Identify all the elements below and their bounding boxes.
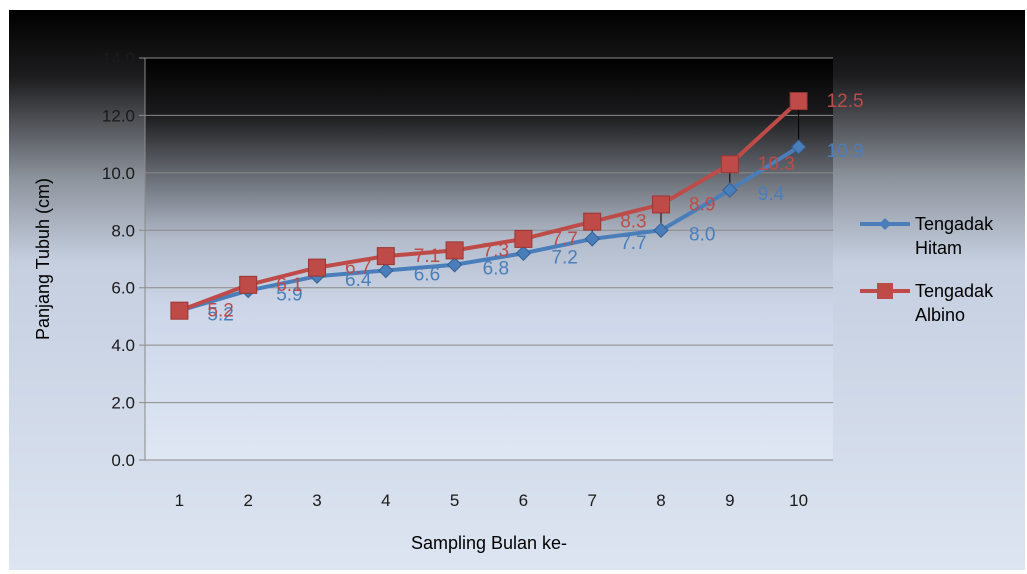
- data-label-hitam: 6.6: [414, 264, 440, 285]
- y-tick-label: 10.0: [102, 164, 135, 183]
- y-tick-label: 0.0: [111, 451, 135, 470]
- data-labels: 5.25.96.4 6.6 6.87.27.7 8.09.410.95.26.16.7…: [207, 91, 863, 326]
- legend-marker-hitam: [879, 218, 891, 230]
- data-label-albino: 10.3: [758, 154, 795, 175]
- legend-label: Albino: [915, 305, 965, 325]
- data-label-hitam: 7.7: [620, 233, 646, 254]
- data-point-hitam: [790, 139, 807, 155]
- data-label-hitam: 6.4: [345, 270, 372, 291]
- x-tick-label: 4: [381, 491, 390, 510]
- data-label-hitam: 5.9: [276, 285, 302, 306]
- x-tick-label: 7: [587, 491, 596, 510]
- data-label-albino: 6.7: [345, 258, 371, 279]
- y-tick-label: 4.0: [111, 336, 135, 355]
- data-label-albino: 12.5: [827, 91, 864, 112]
- data-point-albino: [720, 155, 739, 174]
- data-point-albino: [308, 258, 326, 277]
- y-axis-ticks: 0.0 2.0 4.0 6.0 8.0 10.0 12.0 14.0: [102, 49, 135, 470]
- data-label-albino: 7.7: [551, 229, 577, 250]
- y-tick-label: 8.0: [111, 221, 135, 240]
- data-point-hitam: [378, 262, 394, 279]
- legend-label: Tengadak: [915, 214, 994, 234]
- legend-label: Tengadak: [915, 281, 994, 301]
- data-point-albino: [376, 247, 395, 266]
- gridlines: [139, 57, 833, 461]
- data-label-albino: 6.1: [276, 275, 302, 296]
- legend-marker-albino: [877, 283, 893, 299]
- data-label-hitam: 9.4: [758, 184, 785, 205]
- x-axis-title: Sampling Bulan ke-: [411, 533, 567, 553]
- x-tick-label: 1: [175, 491, 184, 510]
- data-label-albino: 8.9: [689, 194, 715, 215]
- data-point-albino: [445, 241, 464, 260]
- y-tick-label: 12.0: [102, 106, 135, 125]
- y-tick-label: 2.0: [111, 394, 135, 413]
- data-point-albino: [652, 195, 670, 214]
- legend: Tengadak Hitam Tengadak Albino: [860, 214, 994, 325]
- data-label-albino: 7.1: [414, 246, 440, 267]
- x-tick-label: 8: [656, 491, 665, 510]
- series-group: [170, 92, 808, 320]
- x-axis-ticks: 1 2 3 4 5 6 7 8 9 10: [175, 491, 808, 510]
- data-point-hitam: [653, 222, 669, 238]
- data-label-hitam: 8.0: [689, 224, 715, 245]
- data-label-hitam: 7.2: [551, 247, 577, 268]
- series-line-albino: [178, 99, 800, 313]
- data-label-albino: 8.3: [620, 212, 646, 233]
- data-point-hitam: [446, 257, 463, 273]
- data-point-albino: [789, 92, 808, 111]
- data-point-albino: [170, 301, 189, 320]
- data-point-hitam: [515, 245, 532, 261]
- data-point-hitam: [584, 231, 600, 247]
- data-label-hitam: 10.9: [827, 141, 864, 162]
- x-tick-label: 10: [789, 491, 808, 510]
- x-tick-label: 6: [519, 491, 528, 510]
- data-point-albino: [239, 275, 258, 294]
- data-label-albino: 5.2: [207, 301, 233, 322]
- legend-label: Hitam: [915, 238, 962, 258]
- y-tick-label: 14.0: [102, 49, 135, 68]
- data-point-albino: [514, 229, 533, 248]
- y-axis-title: Panjang Tubuh (cm): [33, 178, 53, 340]
- data-label-albino: 7.3: [483, 240, 509, 261]
- data-label-hitam: 6.8: [483, 259, 509, 280]
- x-tick-label: 5: [450, 491, 459, 510]
- x-tick-label: 2: [243, 491, 252, 510]
- x-tick-label: 9: [725, 491, 734, 510]
- x-tick-label: 3: [312, 491, 321, 510]
- data-point-albino: [583, 212, 602, 231]
- data-point-hitam: [722, 182, 738, 198]
- y-tick-label: 6.0: [111, 279, 135, 298]
- data-label-hitam: 5.2: [207, 305, 233, 326]
- series-line-hitam: [178, 145, 800, 313]
